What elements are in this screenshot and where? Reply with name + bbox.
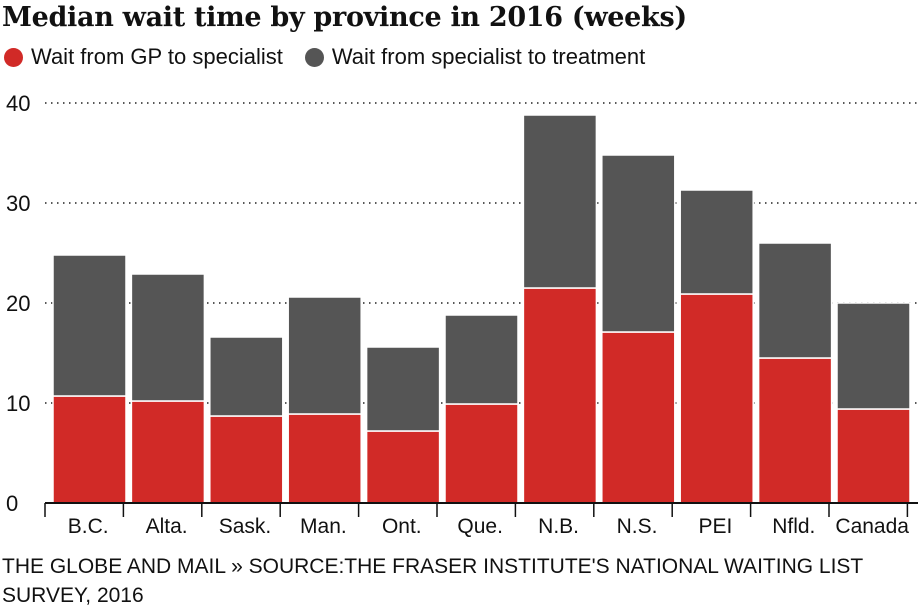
bar-segment: [757, 242, 833, 359]
legend-swatch-red: [4, 47, 23, 67]
bar-segment: [444, 403, 519, 504]
x-tick-label: Sask.: [219, 515, 272, 538]
y-tick-label: 40: [6, 91, 30, 116]
stacked-bar-chart: 0 10 20 30 40 B.C. Alta. Sask. Man. Ont. Que. N.B. N…: [6, 91, 918, 538]
legend-swatch-gray: [304, 47, 324, 67]
bar-segment: [209, 336, 284, 417]
x-tick-label: N.S.: [617, 515, 658, 538]
bar-segment: [365, 430, 441, 504]
x-tick-label: PEI: [698, 515, 732, 538]
bar-segment: [601, 154, 676, 333]
bar-segment: [601, 331, 676, 504]
x-tick-label: Nfld.: [772, 515, 815, 538]
bar-segment: [757, 357, 833, 504]
bar-segment: [836, 408, 911, 504]
bar-segment: [365, 346, 441, 432]
x-tick-label: Ont.: [382, 515, 422, 538]
bar-segment: [287, 413, 362, 504]
bar-segment: [522, 287, 598, 504]
chart-title: Median wait time by province in 2016 (we…: [2, 2, 687, 33]
legend-item-gp-to-specialist: Wait from GP to specialist: [4, 44, 283, 70]
bar-segment: [209, 415, 284, 504]
y-tick-label: 10: [6, 391, 30, 416]
bar-segment: [52, 254, 127, 397]
bar-segment: [130, 273, 206, 402]
bar-segment: [52, 395, 127, 504]
bar-segment: [679, 293, 754, 504]
legend-item-specialist-to-treatment: Wait from specialist to treatment: [304, 44, 646, 70]
x-tick-label: N.B.: [538, 515, 579, 538]
bar-segment: [679, 189, 754, 295]
x-tick-label: Que.: [457, 515, 503, 538]
y-tick-label: 30: [6, 191, 30, 216]
x-tick-label: Canada: [835, 515, 909, 538]
legend-label-gp-to-specialist: Wait from GP to specialist: [31, 44, 283, 69]
chart-legend: Wait from GP to specialist Wait from spe…: [4, 44, 667, 70]
x-tick-label: B.C.: [68, 515, 109, 538]
bar-segment: [836, 302, 911, 410]
bar-segment: [444, 314, 519, 405]
x-tick-label: Man.: [300, 515, 347, 538]
y-tick-label: 20: [6, 291, 30, 316]
legend-label-specialist-to-treatment: Wait from specialist to treatment: [331, 44, 646, 69]
bar-segment: [522, 114, 598, 289]
x-tick-label: Alta.: [146, 515, 188, 538]
source-note: THE GLOBE AND MAIL » SOURCE:THE FRASER I…: [2, 555, 863, 607]
y-tick-label: 0: [6, 491, 18, 516]
bar-segment: [130, 400, 206, 504]
bar-segment: [287, 296, 362, 415]
